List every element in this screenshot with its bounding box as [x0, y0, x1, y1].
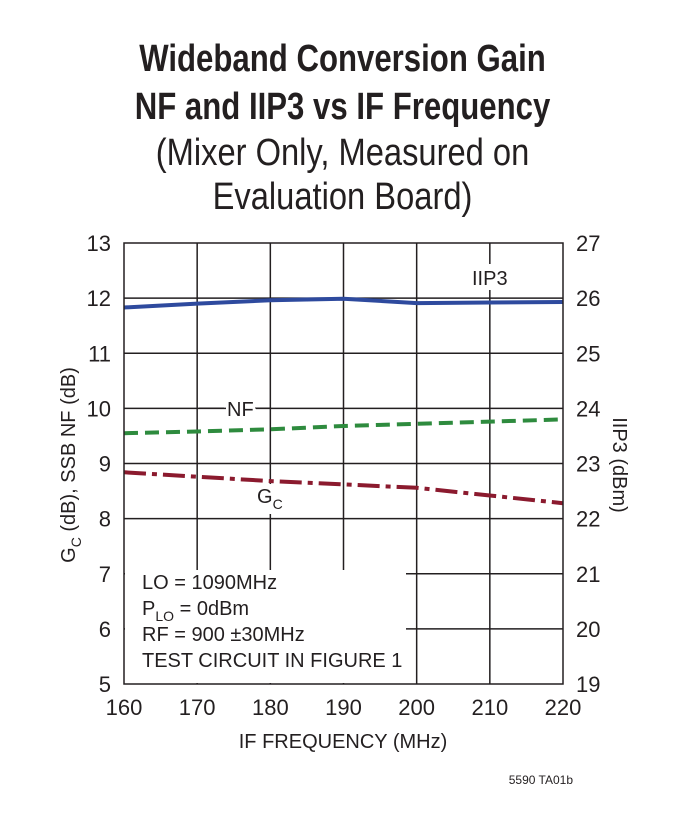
x-tick-label: 200 — [398, 695, 435, 720]
left-y-tick-label: 11 — [88, 341, 111, 366]
chart-title-line-2: NF and IIP3 vs IF Frequency — [134, 86, 551, 128]
left-y-tick-label: 5 — [99, 672, 111, 697]
series-label-iip3: IIP3 — [472, 268, 508, 290]
x-tick-labels: 160 170 180 190 200 210 220 — [106, 695, 582, 720]
left-y-tick-label: 12 — [87, 286, 111, 311]
series-lines — [123, 296, 564, 506]
figure-footnote: 5590 TA01b — [509, 773, 574, 787]
left-y-axis-label: GC (dB), SSB NF (dB) — [58, 367, 84, 563]
iip3-label-bg — [468, 264, 512, 290]
x-tick-label: 180 — [252, 695, 289, 720]
chart-title-line-1: Wideband Conversion Gain — [139, 38, 546, 80]
condition-lo: LO = 1090MHz — [142, 572, 277, 594]
series-line-gc — [123, 470, 564, 506]
condition-test-circuit: TEST CIRCUIT IN FIGURE 1 — [142, 650, 402, 672]
series-line-iip3 — [123, 296, 564, 310]
gc-label-bg — [255, 484, 287, 514]
left-y-tick-label: 8 — [99, 507, 111, 532]
right-y-tick-label: 22 — [576, 507, 600, 532]
x-axis-label: IF FREQUENCY (MHz) — [239, 731, 448, 753]
right-y-tick-label: 23 — [576, 452, 600, 477]
chart-subtitle-line-2: Evaluation Board) — [212, 176, 473, 218]
right-y-tick-label: 21 — [576, 562, 600, 587]
left-y-tick-label: 13 — [87, 231, 111, 256]
right-y-tick-label: 24 — [576, 396, 600, 421]
x-tick-label: 210 — [471, 695, 508, 720]
left-y-tick-label: 7 — [99, 562, 111, 587]
right-y-axis-label: IIP3 (dBm) — [608, 417, 630, 513]
left-y-tick-label: 9 — [99, 452, 111, 477]
x-tick-label: 220 — [545, 695, 582, 720]
plot-frame — [123, 242, 564, 685]
right-y-tick-label: 19 — [576, 672, 600, 697]
right-y-tick-label: 25 — [576, 341, 600, 366]
condition-plo: PLO = 0dBm — [142, 598, 249, 624]
right-y-tick-label: 27 — [576, 231, 600, 256]
left-y-tick-label: 6 — [99, 617, 111, 642]
x-tick-label: 190 — [325, 695, 362, 720]
x-tick-label: 170 — [179, 695, 216, 720]
condition-rf: RF = 900 ±30MHz — [142, 624, 305, 646]
right-y-tick-label: 26 — [576, 286, 600, 311]
chart-subtitle-line-1: (Mixer Only, Measured on — [155, 132, 530, 174]
series-label-nf: NF — [227, 399, 254, 421]
right-y-tick-label: 20 — [576, 617, 600, 642]
series-line-nf — [123, 417, 564, 436]
conditions-box — [125, 570, 406, 683]
series-label-gc: GC — [257, 486, 283, 512]
right-y-tick-labels: 19 20 21 22 23 24 25 26 27 — [576, 231, 600, 697]
x-tick-label: 160 — [106, 695, 143, 720]
left-y-tick-label: 10 — [87, 396, 111, 421]
nf-label-bg — [226, 396, 256, 420]
left-y-tick-labels: 5 6 7 8 9 10 11 12 13 — [87, 231, 111, 697]
